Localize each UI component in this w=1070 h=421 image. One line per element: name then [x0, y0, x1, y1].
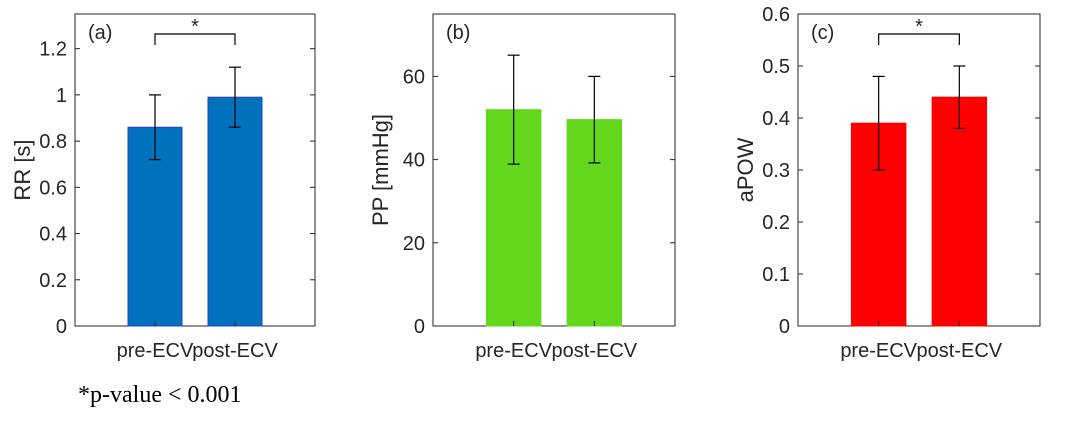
bar-pre-ECV [127, 126, 183, 327]
bar-post-ECV [931, 96, 988, 327]
y-tick-label: 0.2 [762, 212, 790, 234]
panel-label: (b) [446, 22, 470, 44]
bar-post-ECV [207, 96, 263, 327]
y-tick-label: 0.4 [762, 108, 790, 130]
x-tick-label: pre-ECV [475, 340, 552, 362]
y-tick-label: 1 [56, 85, 67, 107]
footnote: *p-value < 0.001 [78, 382, 242, 408]
y-tick-label: 40 [403, 150, 425, 172]
significance-bracket [154, 33, 236, 45]
axes-box [432, 13, 676, 327]
significance-star: * [915, 16, 923, 38]
axes-box [74, 13, 316, 327]
y-tick-label: 0 [56, 316, 67, 338]
y-tick-label: 0.1 [762, 264, 790, 286]
y-tick-label: 0.6 [762, 4, 790, 26]
y-tick-label: 0 [414, 316, 425, 338]
y-axis-label: RR [s] [10, 139, 35, 200]
axes-box [797, 13, 1041, 327]
y-tick-label: 20 [403, 233, 425, 255]
y-tick-label: 0.2 [39, 270, 67, 292]
chart-panel-b: 0 20 40 60 pre-ECV post-ECV (b) PP [mmHg] [368, 13, 676, 362]
y-tick-label: 0.8 [39, 131, 67, 153]
y-tick-label: 60 [403, 66, 425, 88]
y-axis-label: aPOW [733, 137, 758, 202]
significance-star: * [191, 16, 199, 38]
panel-label: (c) [811, 22, 834, 44]
y-tick-label: 0 [779, 316, 790, 338]
x-tick-label: pre-ECV [117, 340, 194, 362]
y-tick-label: 0.4 [39, 224, 67, 246]
chart-panel-c: 0 0.1 0.2 0.3 0.4 0.5 0.6 pre-ECV post-ECV (c) aPO… [733, 4, 1041, 362]
y-tick-label: 1.2 [39, 39, 67, 61]
x-tick-label: post-ECV [917, 340, 1003, 362]
panel-label: (a) [88, 22, 112, 44]
x-tick-label: post-ECV [192, 340, 278, 362]
y-tick-label: 0.6 [39, 177, 67, 199]
y-tick-label: 0.3 [762, 160, 790, 182]
y-tick-label: 0.5 [762, 56, 790, 78]
significance-bracket [878, 33, 960, 45]
x-tick-label: post-ECV [552, 340, 638, 362]
x-tick-label: pre-ECV [840, 340, 917, 362]
y-axis-label: PP [mmHg] [368, 114, 393, 226]
